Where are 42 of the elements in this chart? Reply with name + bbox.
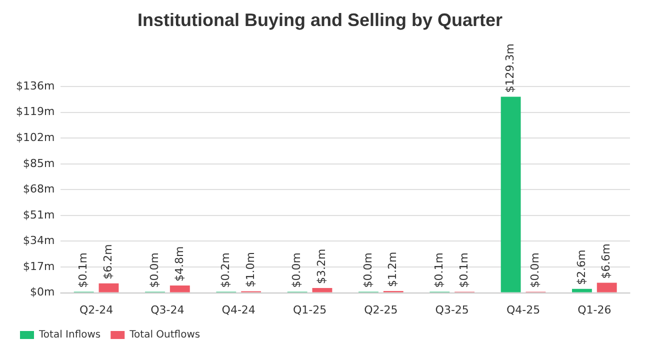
x-tick-label: Q3-25 [435,303,469,316]
bar [596,282,617,292]
data-label: $0.0m [528,252,542,288]
x-tick-label: Q2-25 [364,303,398,316]
legend-label: Total Inflows [38,330,101,341]
data-label: $1.2m [386,252,400,287]
data-label: $1.0m [244,252,257,288]
y-tick-label: $102m [16,131,55,144]
y-tick-label: $119m [16,105,55,118]
bar [500,96,521,292]
data-label: $0.0m [148,252,161,288]
y-tick-label: $34m [22,234,55,248]
data-label: $3.2m [315,248,328,284]
x-tick-label: Q1-26 [578,303,612,316]
x-tick-label: Q1-25 [292,303,327,316]
chart-title: Institutional Buying and Selling by Quarter [137,10,503,30]
y-tick-label: $0m [30,286,55,299]
legend-label: Total Outflows [128,330,200,341]
x-tick-label: Q2-24 [79,303,114,316]
bar [98,283,119,292]
data-label: $0.1m [457,252,470,288]
data-label: $0.2m [219,252,232,288]
x-tick-label: Q4-24 [222,303,256,316]
y-tick-label: $17m [22,260,55,273]
data-label: $2.6m [574,250,588,285]
data-label: $0.0m [290,252,304,288]
y-tick-label: $51m [22,208,55,222]
data-label: $0.0m [361,252,374,288]
bar [312,288,332,292]
data-label: $6.6m [600,244,613,279]
x-tick-label: Q3-24 [150,303,184,316]
data-label: $6.2m [102,244,115,280]
bar [572,288,592,292]
data-label: $0.1m [76,252,90,288]
y-tick-label: $85m [22,156,55,170]
bar [170,286,190,292]
y-tick-label: $136m [16,79,55,92]
y-tick-label: $68m [22,182,55,196]
data-label: $4.8m [172,246,186,282]
data-label: $0.1m [432,252,446,288]
data-label: $129.3m [504,44,517,93]
x-tick-label: Q4-25 [506,303,540,316]
